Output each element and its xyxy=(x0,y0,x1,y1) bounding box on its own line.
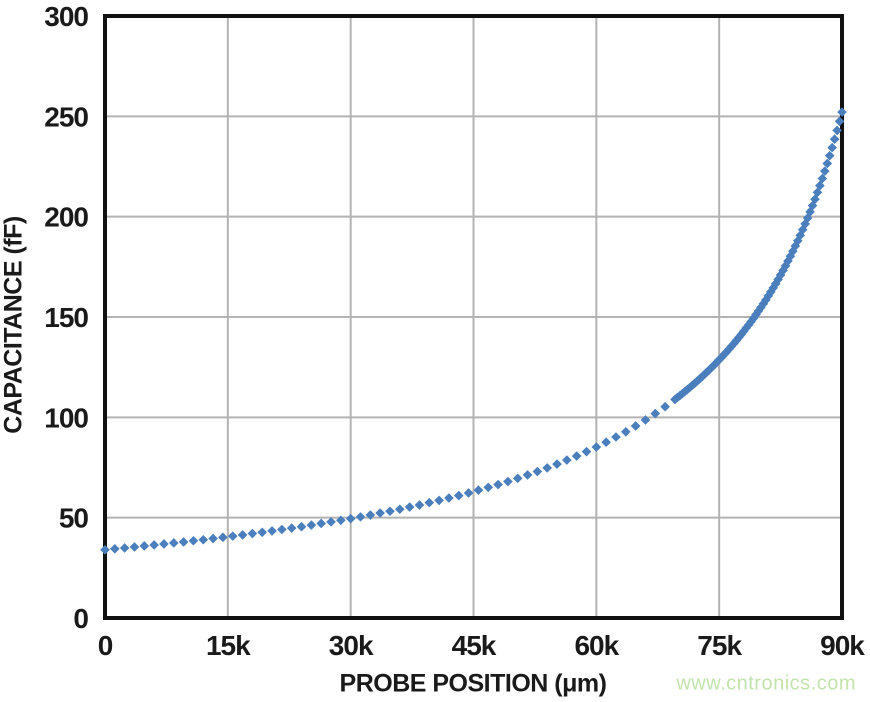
data-point-marker xyxy=(424,497,435,508)
data-point-marker xyxy=(820,166,830,176)
data-point-marker xyxy=(237,530,248,540)
data-point-marker xyxy=(375,508,385,518)
data-point-marker xyxy=(365,510,376,520)
y-tick-label: 150 xyxy=(44,302,88,333)
data-point-marker xyxy=(444,493,454,503)
data-point-marker xyxy=(306,520,317,530)
data-point-marker xyxy=(395,504,405,515)
x-tick-label: 90k xyxy=(820,630,865,661)
data-point-marker xyxy=(277,524,287,535)
data-point-marker xyxy=(316,518,326,529)
data-point-marker xyxy=(822,158,833,169)
data-point-marker xyxy=(483,482,494,493)
data-point-marker xyxy=(227,531,238,541)
y-tick-label: 0 xyxy=(73,603,88,634)
data-point-marker xyxy=(611,432,621,442)
x-tick-label: 30k xyxy=(329,630,374,661)
data-point-marker xyxy=(434,495,444,506)
data-point-marker xyxy=(267,526,277,536)
data-point-marker xyxy=(621,426,631,437)
data-point-marker xyxy=(785,251,796,261)
data-point-marker xyxy=(640,415,651,425)
x-tick-label: 60k xyxy=(574,630,619,661)
data-point-marker xyxy=(571,451,582,461)
data-point-marker xyxy=(503,476,513,487)
data-point-marker xyxy=(345,513,356,524)
data-point-marker xyxy=(790,241,801,251)
data-point-marker xyxy=(660,401,670,412)
data-point-marker xyxy=(697,371,707,382)
data-point-marker xyxy=(650,408,661,419)
data-point-marker xyxy=(552,459,562,469)
y-tick-label: 250 xyxy=(44,101,88,132)
data-point-marker xyxy=(542,463,552,473)
data-point-marker xyxy=(110,543,120,554)
data-point-marker xyxy=(815,180,825,191)
data-point-marker xyxy=(188,535,199,546)
data-point-marker xyxy=(812,187,823,198)
data-point-marker xyxy=(493,479,503,490)
y-tick-label: 50 xyxy=(59,503,89,534)
x-axis-title: PROBE POSITION (μm) xyxy=(339,669,607,698)
data-point-marker xyxy=(404,502,415,512)
data-point-marker xyxy=(296,521,307,532)
x-tick-label: 75k xyxy=(697,630,742,661)
x-tick-label: 45k xyxy=(452,630,497,661)
data-point-marker xyxy=(512,473,523,484)
data-point-marker xyxy=(119,543,130,553)
data-point-marker xyxy=(355,512,366,522)
data-point-marker xyxy=(100,544,110,555)
data-point-marker xyxy=(336,515,346,526)
data-point-marker xyxy=(832,125,842,136)
data-point-marker xyxy=(827,142,837,153)
data-point-marker xyxy=(453,490,464,501)
data-point-marker xyxy=(159,539,169,549)
data-point-marker xyxy=(208,533,218,544)
data-point-marker xyxy=(149,540,159,550)
data-point-marker xyxy=(326,517,336,527)
data-point-marker xyxy=(522,470,533,480)
data-point-marker xyxy=(562,455,572,465)
plot-frame xyxy=(103,14,844,620)
data-point-marker xyxy=(834,116,845,127)
y-tick-label: 200 xyxy=(44,202,88,233)
y-axis-title: CAPACITANCE (fF) xyxy=(0,216,28,434)
data-point-marker xyxy=(810,194,820,205)
data-point-marker xyxy=(773,274,783,285)
y-tick-label: 300 xyxy=(44,1,88,32)
data-point-marker xyxy=(129,542,140,552)
data-point-marker xyxy=(385,506,395,517)
data-point-marker xyxy=(591,442,602,452)
data-point-marker xyxy=(817,173,828,184)
data-point-marker xyxy=(257,527,268,538)
data-point-marker xyxy=(601,437,611,448)
data-point-marker xyxy=(286,523,297,533)
data-point-marker xyxy=(829,134,840,145)
data-point-marker xyxy=(532,466,543,477)
data-point-marker xyxy=(783,256,793,266)
data-point-marker xyxy=(414,500,425,510)
data-point-marker xyxy=(198,534,209,545)
data-point-marker xyxy=(139,541,150,551)
data-point-marker xyxy=(473,485,484,495)
data-point-marker xyxy=(218,532,228,543)
data-point-marker xyxy=(824,150,835,161)
data-point-marker xyxy=(778,265,788,276)
data-point-marker xyxy=(630,421,641,431)
data-point-marker xyxy=(247,528,258,539)
x-tick-label: 0 xyxy=(98,630,113,661)
data-point-marker xyxy=(168,538,179,548)
y-tick-label: 100 xyxy=(44,402,88,433)
watermark: www.cntronics.com xyxy=(676,672,856,695)
data-point-marker xyxy=(178,537,189,547)
data-point-marker xyxy=(463,488,474,498)
x-tick-label: 15k xyxy=(206,630,251,661)
data-point-marker xyxy=(837,107,847,117)
data-point-marker xyxy=(581,446,592,457)
